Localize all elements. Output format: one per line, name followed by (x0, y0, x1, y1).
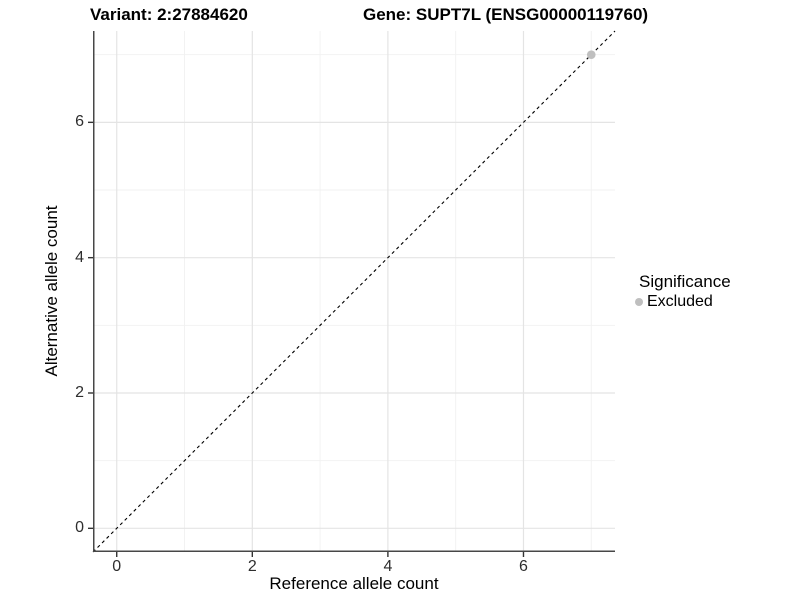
x-axis-title: Reference allele count (269, 574, 439, 593)
x-tick-label: 0 (112, 558, 122, 575)
y-tick-label: 2 (75, 383, 84, 401)
legend-key (630, 294, 647, 311)
plot-canvas (88, 30, 616, 557)
legend-point-icon (634, 298, 643, 306)
gene-title: Gene: SUPT7L (ENSG00000119760) (363, 5, 649, 24)
legend: Significance Excluded (630, 271, 731, 312)
y-tick-label: 0 (75, 519, 84, 537)
y-tick-label: 6 (75, 113, 84, 131)
x-tick-label: 4 (383, 558, 393, 575)
y-tick-label: 4 (75, 248, 84, 266)
x-tick-label: 2 (247, 558, 257, 575)
identity-line (92, 30, 616, 553)
x-tick-label: 6 (519, 558, 528, 575)
y-axis-title: Alternative allele count (42, 205, 61, 377)
plot-panel: 0 2 4 6 0 2 4 6 (75, 30, 616, 575)
data-point (586, 50, 596, 59)
legend-item-label: Excluded (647, 293, 713, 310)
variant-title: Variant: 2:27884620 (90, 5, 248, 24)
legend-item: Excluded (630, 292, 731, 312)
legend-items: Excluded (630, 292, 731, 312)
legend-title: Significance (639, 272, 731, 291)
